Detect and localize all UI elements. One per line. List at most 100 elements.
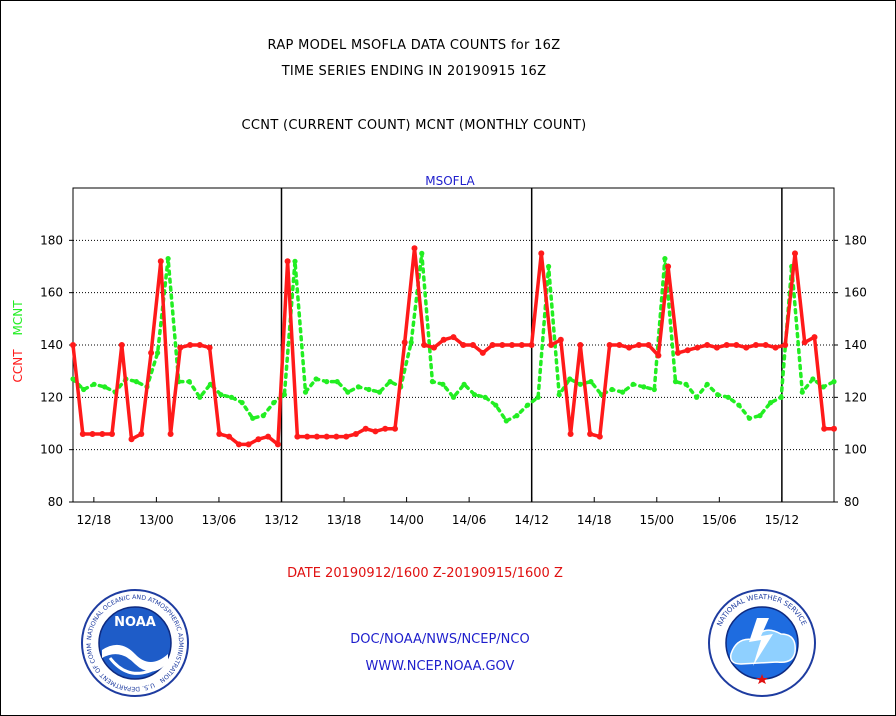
ccnt-point — [626, 344, 633, 351]
mcnt-point — [535, 394, 541, 400]
mcnt-point — [239, 400, 245, 406]
ccnt-point — [801, 339, 808, 346]
mcnt-point — [186, 379, 192, 385]
mcnt-point — [450, 394, 457, 400]
x-tick-label: 13/00 — [139, 513, 174, 527]
mcnt-point — [683, 381, 689, 387]
ccnt-point — [128, 436, 135, 443]
ccnt-point — [382, 425, 389, 432]
website-link[interactable]: WWW.NCEP.NOAA.GOV — [365, 659, 515, 674]
mcnt-point — [524, 402, 531, 408]
x-tick-label: 13/06 — [202, 513, 237, 527]
ccnt-point — [304, 433, 311, 440]
ccnt-point — [323, 433, 330, 440]
mcnt-point — [81, 386, 87, 393]
mcnt-point — [725, 394, 731, 400]
ccnt-point — [167, 431, 174, 437]
ccnt-point — [79, 431, 86, 437]
y-tick-label-right: 120 — [844, 390, 867, 404]
y-tick-label-right: 180 — [844, 233, 867, 247]
mcnt-point — [672, 379, 679, 385]
mcnt-point — [567, 376, 573, 382]
chart-title-line-2: TIME SERIES ENDING IN 20190915 16Z — [281, 64, 547, 79]
ccnt-point — [313, 433, 320, 440]
ccnt-point — [577, 342, 584, 348]
ccnt-point — [587, 431, 594, 437]
ccnt-point — [596, 433, 603, 440]
mcnt-point — [768, 400, 774, 406]
chart-title-line-1: RAP MODEL MSOFLA DATA COUNTS for 16Z — [267, 38, 561, 53]
noaa-logo: NOAA NATIONAL OCEANIC AND ATMOSPHERIC AD… — [80, 588, 189, 697]
mcnt-point — [155, 350, 161, 356]
ccnt-line — [71, 246, 834, 447]
ccnt-point — [538, 250, 545, 257]
mcnt-point — [292, 258, 298, 264]
y-tick-label-right: 140 — [844, 338, 867, 352]
ccnt-point — [89, 431, 96, 437]
ccnt-point — [635, 342, 642, 348]
y-tick-label-left: 120 — [40, 390, 63, 404]
ccnt-point — [109, 431, 115, 437]
date-range-label: DATE 20190912/1600 Z-20190915/1600 Z — [287, 566, 563, 581]
mcnt-point — [260, 413, 266, 419]
series-ccnt — [70, 245, 837, 448]
ccnt-point — [606, 342, 613, 348]
ccnt-point — [245, 441, 252, 448]
mcnt-point — [387, 379, 393, 385]
ccnt-point — [226, 433, 233, 440]
x-tick-label: 15/12 — [765, 513, 800, 527]
mcnt-point — [736, 402, 742, 408]
x-tick-label: 12/18 — [77, 513, 112, 527]
ccnt-point — [665, 263, 672, 270]
ccnt-point — [157, 258, 164, 265]
noaa-wordmark: NOAA — [114, 615, 156, 630]
ccnt-point — [518, 342, 525, 348]
ccnt-point — [489, 342, 496, 348]
ccnt-point — [333, 433, 340, 440]
mcnt-point — [461, 381, 467, 387]
ccnt-point — [265, 433, 272, 440]
ccnt-point — [694, 344, 701, 351]
ccnt-point — [470, 342, 476, 348]
ccnt-point — [674, 349, 681, 356]
ccnt-point — [733, 342, 740, 348]
ccnt-point — [616, 342, 623, 348]
y-axis-label-mcnt: MCNT — [11, 300, 25, 336]
ccnt-point — [362, 425, 369, 432]
org-link[interactable]: DOC/NOAA/NWS/NCEP/NCO — [350, 632, 530, 647]
mcnt-point — [366, 386, 372, 393]
y-tick-label-left: 100 — [40, 443, 63, 457]
ccnt-point — [645, 342, 652, 348]
mcnt-point — [313, 376, 319, 382]
ccnt-point — [99, 431, 106, 437]
ccnt-point — [811, 334, 818, 341]
mcnt-point — [620, 389, 626, 395]
mcnt-point — [641, 384, 647, 390]
y-tick-label-right: 160 — [844, 286, 867, 300]
nws-logo: NATIONAL WEATHER SERVICE — [708, 589, 816, 697]
mcnt-point — [662, 256, 668, 262]
ccnt-point — [684, 347, 691, 354]
mcnt-point — [472, 392, 478, 398]
mcnt-point — [197, 394, 203, 400]
ccnt-point — [352, 431, 359, 437]
mcnt-point — [746, 415, 753, 421]
mcnt-point — [408, 339, 414, 345]
ccnt-point — [723, 342, 730, 348]
ccnt-point — [440, 336, 447, 343]
ccnt-point — [460, 342, 467, 348]
mcnt-point — [820, 384, 827, 390]
ccnt-point — [70, 342, 76, 348]
x-tick-label: 15/00 — [639, 513, 674, 527]
mcnt-point — [799, 389, 805, 395]
ccnt-point — [528, 342, 535, 348]
mcnt-point — [218, 392, 224, 398]
ccnt-point — [401, 339, 408, 346]
ccnt-point — [421, 342, 428, 348]
ccnt-point — [177, 344, 184, 351]
mcnt-point — [694, 394, 700, 400]
y-tick-label-right: 80 — [844, 495, 859, 509]
ccnt-point — [411, 245, 418, 252]
mcnt-point — [630, 381, 636, 387]
mcnt-point — [715, 392, 721, 398]
